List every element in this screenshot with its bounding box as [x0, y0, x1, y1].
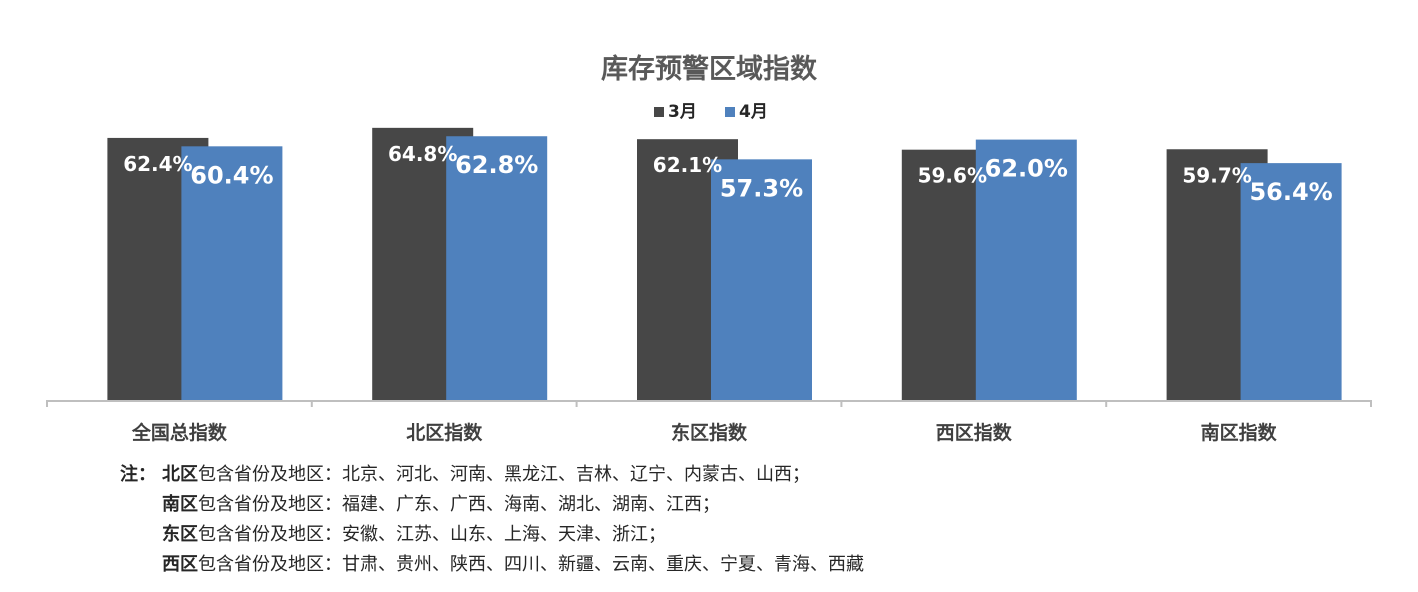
value-label-april-1: 62.8%	[455, 151, 538, 179]
value-label-march-3: 59.6%	[918, 164, 987, 188]
legend-swatch-april	[725, 107, 735, 117]
category-label-3: 西区指数	[936, 421, 1013, 444]
bar-april-0	[181, 146, 283, 400]
value-label-april-2: 57.3%	[720, 174, 803, 202]
value-labels-group: 62.4%60.4% 64.8%62.8% 62.1%57.3% 59.6%62.0%…	[123, 142, 1333, 206]
value-label-april-0: 60.4%	[190, 161, 273, 189]
note-text-west: 包含省份及地区：甘肃、贵州、陕西、四川、新疆、云南、重庆、宁夏、青海、西藏	[198, 554, 864, 575]
note-text-south: 包含省份及地区：福建、广东、广西、海南、湖北、湖南、江西；	[198, 494, 720, 515]
bar-april-3	[975, 139, 1077, 400]
legend-label-march: 3月	[668, 102, 697, 122]
note-text-east: 包含省份及地区：安徽、江苏、山东、上海、天津、浙江；	[198, 524, 666, 545]
note-region-east: 东区	[162, 524, 198, 545]
note-region-south: 南区	[162, 494, 198, 515]
bar-april-1	[446, 136, 548, 401]
bars-group	[107, 127, 1342, 401]
value-label-april-3: 62.0%	[985, 155, 1068, 183]
chart-title: 库存预警区域指数	[601, 54, 818, 85]
note-text-north: 包含省份及地区：北京、河北、河南、黑龙江、吉林、辽宁、内蒙古、山西；	[198, 464, 810, 485]
note-region-north: 北区	[162, 464, 198, 485]
value-label-march-1: 64.8%	[388, 142, 457, 166]
category-label-0: 全国总指数	[131, 421, 228, 444]
value-label-april-4: 56.4%	[1249, 178, 1332, 206]
note-line-south: 南区包含省份及地区：福建、广东、广西、海南、湖北、湖南、江西；	[120, 490, 864, 520]
legend-label-april: 4月	[739, 102, 768, 122]
legend: 3月 4月	[654, 102, 768, 122]
legend-swatch-march	[654, 107, 664, 117]
note-line-east: 东区包含省份及地区：安徽、江苏、山东、上海、天津、浙江；	[120, 520, 864, 550]
note-region-west: 西区	[162, 554, 198, 575]
note-line-west: 西区包含省份及地区：甘肃、贵州、陕西、四川、新疆、云南、重庆、宁夏、青海、西藏	[120, 550, 864, 580]
bar-april-2	[711, 159, 812, 400]
note-line-north: 注： 北区包含省份及地区：北京、河北、河南、黑龙江、吉林、辽宁、内蒙古、山西；	[120, 460, 864, 490]
note-prefix: 注：	[120, 464, 156, 485]
x-axis	[46, 400, 1372, 407]
footnotes: 注： 北区包含省份及地区：北京、河北、河南、黑龙江、吉林、辽宁、内蒙古、山西； 南…	[120, 460, 864, 580]
category-label-2: 东区指数	[671, 421, 748, 444]
value-label-march-2: 62.1%	[653, 153, 722, 177]
value-label-march-0: 62.4%	[123, 152, 192, 176]
category-label-4: 南区指数	[1201, 421, 1278, 444]
value-label-march-4: 59.7%	[1182, 163, 1251, 187]
bar-april-4	[1240, 163, 1342, 400]
category-label-1: 北区指数	[406, 421, 483, 444]
category-labels-group: 全国总指数 北区指数 东区指数 西区指数 南区指数	[131, 421, 1278, 444]
bar-chart: 库存预警区域指数 3月 4月 62.4%60.4% 64.8%62.8% 62.1%…	[46, 54, 1372, 444]
